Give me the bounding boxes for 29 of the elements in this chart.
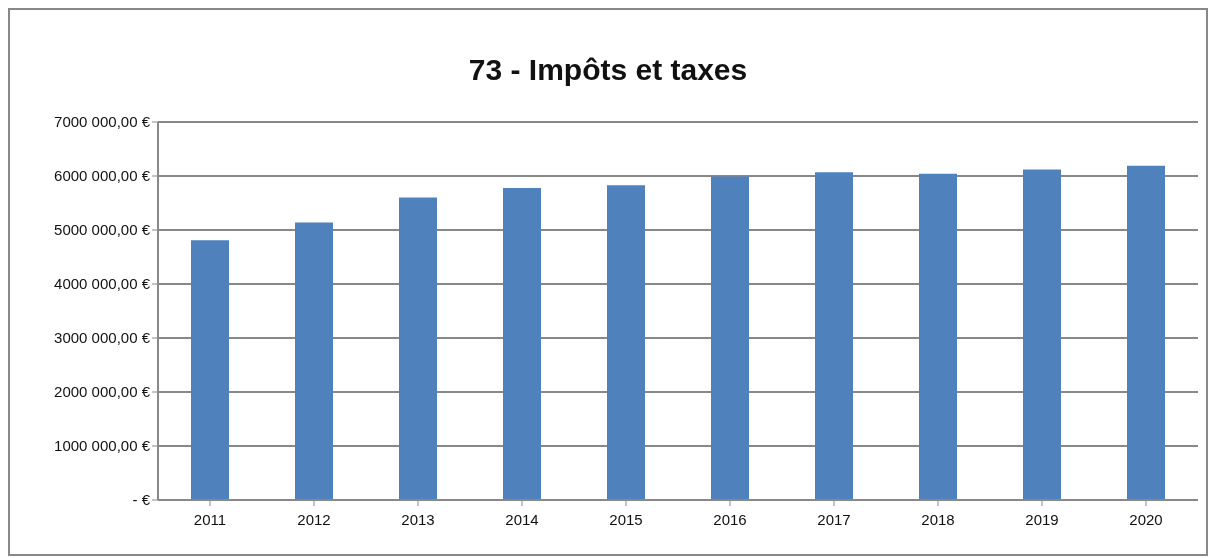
x-tick-label: 2013: [401, 510, 435, 528]
bar: [919, 173, 957, 500]
bar: [1023, 169, 1061, 500]
x-tick-label: 2016: [713, 510, 747, 528]
x-tick-label: 2018: [921, 510, 955, 528]
y-tick-label: 3000 000,00 €: [54, 329, 151, 347]
x-tick-label: 2020: [1129, 510, 1163, 528]
bar: [399, 197, 437, 500]
y-tick-label: 6000 000,00 €: [54, 167, 151, 185]
x-tick-label: 2014: [505, 510, 539, 528]
bar: [711, 176, 749, 500]
bar: [295, 222, 333, 500]
chart-title: 73 - Impôts et taxes: [467, 52, 749, 88]
x-tick-label: 2012: [297, 510, 331, 528]
bar: [191, 240, 229, 500]
x-tick-label: 2017: [817, 510, 851, 528]
bar: [1127, 165, 1165, 500]
y-tick-label: 5000 000,00 €: [54, 221, 151, 239]
x-tick-label: 2019: [1025, 510, 1059, 528]
y-tick-label: 2000 000,00 €: [54, 383, 151, 401]
y-tick-label: 7000 000,00 €: [54, 113, 151, 131]
bar: [503, 187, 541, 500]
y-tick-label: 1000 000,00 €: [54, 437, 151, 455]
y-tick-label: - €: [132, 491, 151, 509]
y-tick-label: 4000 000,00 €: [54, 275, 151, 293]
bar: [607, 185, 645, 500]
x-tick-label: 2011: [193, 510, 227, 528]
x-tick-label: 2015: [609, 510, 643, 528]
bar: [815, 172, 853, 500]
